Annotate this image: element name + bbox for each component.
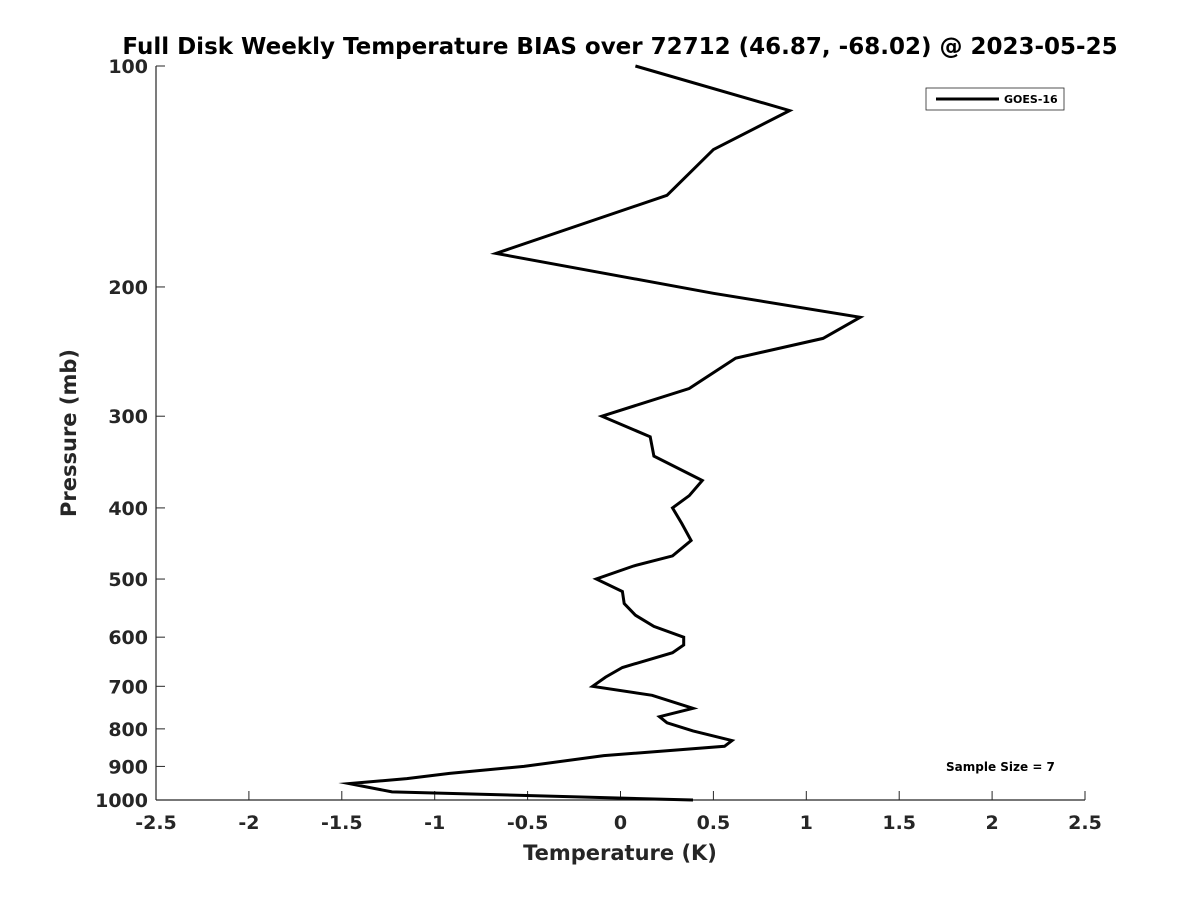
x-tick-label: 1 [800,812,813,834]
x-tick-label: 2 [985,812,998,834]
y-tick-label: 100 [108,56,148,78]
y-tick-label: 1000 [95,790,148,812]
y-axis-label: Pressure (mb) [57,349,81,517]
chart-title: Full Disk Weekly Temperature BIAS over 7… [122,34,1117,60]
y-tick-label: 500 [108,569,148,591]
x-tick-label: 0 [614,812,627,834]
y-tick-label: 300 [108,406,148,428]
legend-label-goes-16: GOES-16 [1004,93,1058,106]
x-tick-label: 2.5 [1068,812,1102,834]
legend: GOES-16 [925,87,1065,111]
x-tick-label: -2.5 [135,812,177,834]
y-tick-label: 700 [108,676,148,698]
y-tick-label: 200 [108,277,148,299]
x-tick-label: 0.5 [697,812,731,834]
sample-size-annotation: Sample Size = 7 [946,760,1055,774]
x-tick-label: -1.5 [321,812,363,834]
y-axis-ticks: 100 200 300 400 500 600 700 800 900 1000 [95,56,165,812]
y-tick-label: 900 [108,756,148,778]
y-tick-label: 400 [108,498,148,520]
x-tick-label: 1.5 [882,812,916,834]
x-tick-label: -1 [424,812,445,834]
x-axis-ticks: -2.5 -2 -1.5 -1 -0.5 0 0.5 1 1.5 2 2.5 [135,791,1102,834]
series-layer [338,64,865,802]
series-line-goes-16 [338,64,865,802]
y-tick-label: 600 [108,627,148,649]
x-axis-label: Temperature (K) [523,841,717,865]
y-tick-label: 800 [108,719,148,741]
x-tick-label: -0.5 [507,812,549,834]
x-tick-label: -2 [238,812,259,834]
